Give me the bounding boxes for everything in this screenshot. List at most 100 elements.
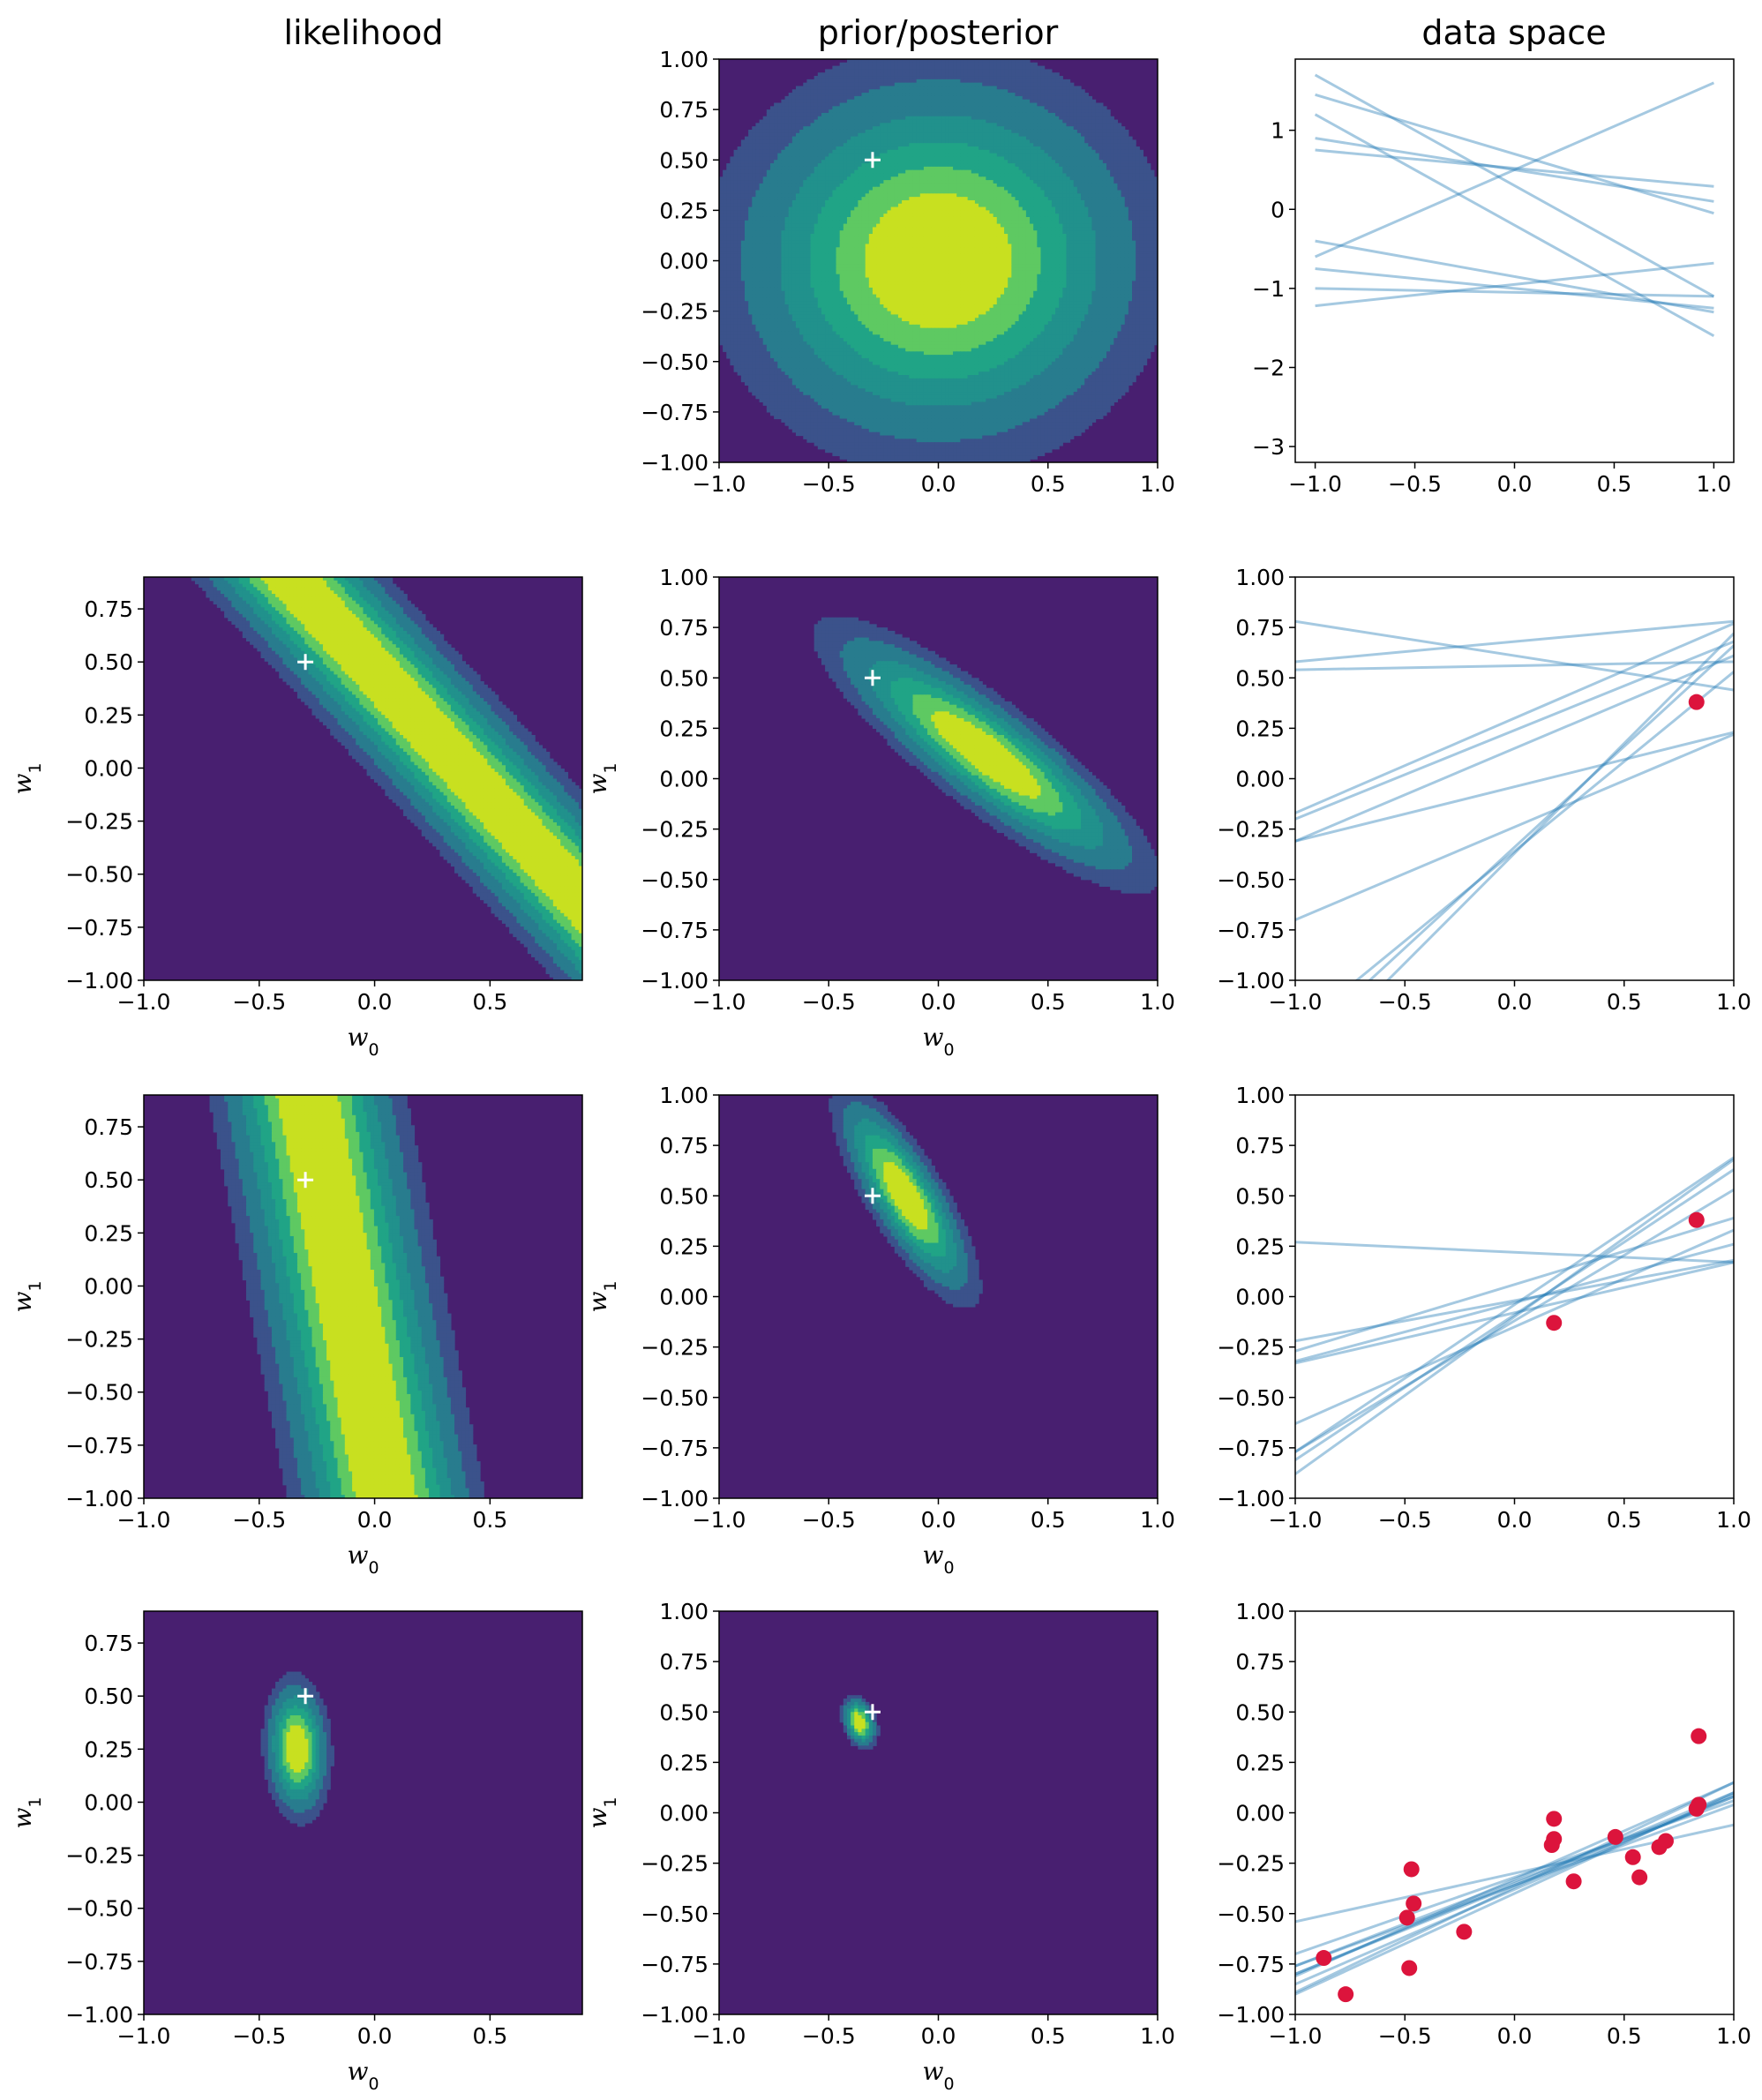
density-cell <box>978 136 983 140</box>
density-cell <box>989 173 994 177</box>
density-cell <box>923 176 928 181</box>
density-cell <box>986 106 991 110</box>
density-cell <box>868 62 874 67</box>
density-cell <box>1025 166 1031 171</box>
density-cell <box>1113 216 1119 221</box>
density-cell <box>905 203 910 208</box>
density-cell <box>931 193 935 198</box>
density-cell <box>996 169 1001 175</box>
density-cell <box>1018 69 1023 73</box>
density-cell <box>1084 119 1089 124</box>
density-cell <box>934 79 940 84</box>
density-cell <box>784 156 790 161</box>
density-cell <box>1037 166 1042 171</box>
density-cell <box>1132 199 1136 205</box>
density-cell <box>1084 99 1089 104</box>
density-cell <box>916 136 921 140</box>
density-cell <box>1073 190 1078 194</box>
density-cell <box>821 112 826 117</box>
density-cell <box>993 112 998 117</box>
density-cell <box>836 102 841 107</box>
density-cell <box>931 59 935 64</box>
density-cell <box>1069 129 1075 134</box>
density-cell <box>953 173 957 177</box>
density-cell <box>996 199 1001 205</box>
density-cell <box>909 214 914 218</box>
density-cell <box>821 109 826 114</box>
density-cell <box>960 173 965 177</box>
density-cell <box>865 203 870 208</box>
density-cell <box>854 153 859 158</box>
density-cell <box>1062 102 1068 107</box>
density-cell <box>919 143 925 147</box>
density-cell <box>986 197 991 201</box>
density-cell <box>989 102 994 107</box>
density-cell <box>1062 95 1068 101</box>
density-cell <box>1146 180 1151 184</box>
density-cell <box>1066 169 1071 175</box>
density-cell <box>774 193 778 198</box>
density-cell <box>1000 214 1005 218</box>
density-cell <box>1117 123 1122 127</box>
density-cell <box>1069 193 1075 198</box>
density-cell <box>872 106 877 110</box>
density-cell <box>938 139 943 144</box>
density-cell <box>967 214 972 218</box>
density-cell <box>795 119 800 124</box>
density-cell <box>766 156 771 161</box>
density-cell <box>960 89 965 94</box>
density-cell <box>960 160 965 164</box>
density-cell <box>1051 89 1056 94</box>
density-cell <box>1059 143 1063 147</box>
density-cell <box>762 206 768 211</box>
density-cell <box>774 216 778 221</box>
density-cell <box>982 210 986 214</box>
density-cell <box>1132 166 1136 171</box>
density-cell <box>1040 176 1046 181</box>
density-cell <box>1059 102 1063 107</box>
density-cell <box>846 193 851 198</box>
density-cell <box>861 206 866 211</box>
density-cell <box>810 129 815 134</box>
density-cell <box>1011 79 1016 84</box>
density-cell <box>1033 93 1038 97</box>
density-cell <box>755 136 761 140</box>
density-cell <box>1030 193 1034 198</box>
density-cell <box>919 166 925 171</box>
density-cell <box>759 153 764 158</box>
density-cell <box>1066 180 1071 184</box>
density-cell <box>1139 199 1144 205</box>
density-cell <box>948 216 954 221</box>
density-cell <box>748 169 753 175</box>
density-cell <box>846 86 851 90</box>
density-cell <box>861 132 866 138</box>
density-cell <box>919 149 925 154</box>
density-cell <box>872 93 877 97</box>
density-cell <box>1088 206 1093 211</box>
density-cell <box>858 193 863 198</box>
density-cell <box>919 86 925 90</box>
density-cell <box>919 72 925 77</box>
density-cell <box>1066 214 1071 218</box>
density-cell <box>923 112 928 117</box>
density-cell <box>909 95 914 101</box>
density-cell <box>1047 79 1053 84</box>
density-cell <box>1011 183 1016 188</box>
density-cell <box>865 149 870 154</box>
density-cell <box>880 136 884 140</box>
density-cell <box>982 59 986 64</box>
density-cell <box>1059 106 1063 110</box>
density-cell <box>963 197 969 201</box>
density-cell <box>733 203 739 208</box>
density-cell <box>861 160 866 164</box>
density-cell <box>733 176 739 181</box>
density-cell <box>1000 86 1005 90</box>
density-cell <box>868 99 874 104</box>
density-cell <box>960 129 965 134</box>
density-cell <box>803 136 807 140</box>
density-cell <box>941 69 947 73</box>
density-cell <box>956 190 961 194</box>
density-cell <box>894 82 899 87</box>
density-cell <box>989 199 994 205</box>
density-cell <box>927 109 932 114</box>
